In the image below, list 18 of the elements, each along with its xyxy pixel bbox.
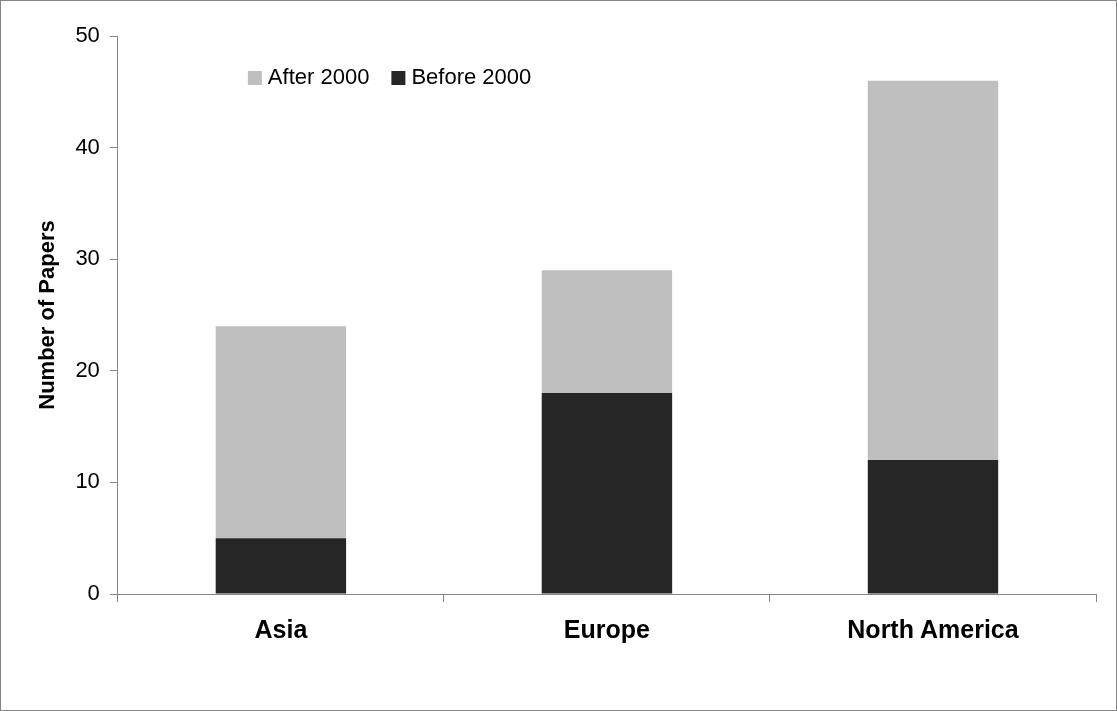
x-tick-label: Europe [563,614,651,643]
x-tick-label: Asia [254,614,309,643]
bar [867,80,999,461]
bar [215,326,347,539]
y-tick-label: 20 [75,356,100,382]
bar [541,393,673,594]
bar [541,270,673,394]
y-tick-label: 0 [87,580,100,606]
legend-label: Before 2000 [411,64,532,90]
x-tick-label: North America [847,614,1020,643]
bar [215,538,347,594]
bar [867,460,999,594]
legend-label: After 2000 [267,64,370,90]
y-tick-label: 30 [75,245,100,271]
y-tick-label: 40 [75,133,100,159]
y-axis-title: Number of Papers [34,220,60,410]
y-tick-label: 10 [75,468,100,494]
y-tick-label: 50 [75,22,100,48]
